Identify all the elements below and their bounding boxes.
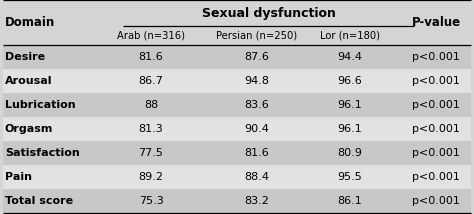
- Text: Arousal: Arousal: [5, 76, 53, 86]
- Text: 90.4: 90.4: [245, 124, 269, 134]
- Text: Domain: Domain: [5, 16, 55, 29]
- Text: p<0.001: p<0.001: [412, 196, 460, 206]
- Text: 94.8: 94.8: [245, 76, 270, 86]
- Text: 77.5: 77.5: [138, 148, 164, 158]
- Text: 96.1: 96.1: [337, 100, 363, 110]
- Text: Desire: Desire: [5, 52, 45, 62]
- Text: 96.1: 96.1: [337, 124, 363, 134]
- Text: 87.6: 87.6: [245, 52, 269, 62]
- Bar: [3, 141, 471, 165]
- Bar: [3, 93, 471, 117]
- Text: p<0.001: p<0.001: [412, 172, 460, 182]
- Bar: [3, 26, 471, 45]
- Text: p<0.001: p<0.001: [412, 76, 460, 86]
- Text: 94.4: 94.4: [337, 52, 363, 62]
- Text: 81.3: 81.3: [138, 124, 164, 134]
- Text: 88.4: 88.4: [245, 172, 270, 182]
- Text: Pain: Pain: [5, 172, 32, 182]
- Text: p<0.001: p<0.001: [412, 52, 460, 62]
- Text: Satisfaction: Satisfaction: [5, 148, 80, 158]
- Bar: [3, 189, 471, 213]
- Text: Lubrication: Lubrication: [5, 100, 76, 110]
- Text: 80.9: 80.9: [337, 148, 363, 158]
- Text: 83.2: 83.2: [245, 196, 269, 206]
- Bar: [3, 45, 471, 69]
- Text: Total score: Total score: [5, 196, 73, 206]
- Text: 96.6: 96.6: [337, 76, 363, 86]
- Text: Orgasm: Orgasm: [5, 124, 54, 134]
- Text: p<0.001: p<0.001: [412, 124, 460, 134]
- Text: p<0.001: p<0.001: [412, 148, 460, 158]
- Text: p<0.001: p<0.001: [412, 100, 460, 110]
- Text: 88: 88: [144, 100, 158, 110]
- Text: 75.3: 75.3: [138, 196, 164, 206]
- Text: 83.6: 83.6: [245, 100, 269, 110]
- Text: Lor (n=180): Lor (n=180): [320, 31, 380, 40]
- Text: P-value: P-value: [411, 16, 461, 29]
- Text: Arab (n=316): Arab (n=316): [117, 31, 185, 40]
- Text: 89.2: 89.2: [138, 172, 164, 182]
- Bar: [3, 0, 471, 26]
- Text: 81.6: 81.6: [245, 148, 269, 158]
- Text: 81.6: 81.6: [138, 52, 164, 62]
- Bar: [3, 165, 471, 189]
- Bar: [3, 69, 471, 93]
- Text: Sexual dysfunction: Sexual dysfunction: [201, 6, 336, 19]
- Text: 86.7: 86.7: [138, 76, 164, 86]
- Text: 86.1: 86.1: [337, 196, 363, 206]
- Text: 95.5: 95.5: [337, 172, 363, 182]
- Bar: [3, 117, 471, 141]
- Text: Persian (n=250): Persian (n=250): [217, 31, 298, 40]
